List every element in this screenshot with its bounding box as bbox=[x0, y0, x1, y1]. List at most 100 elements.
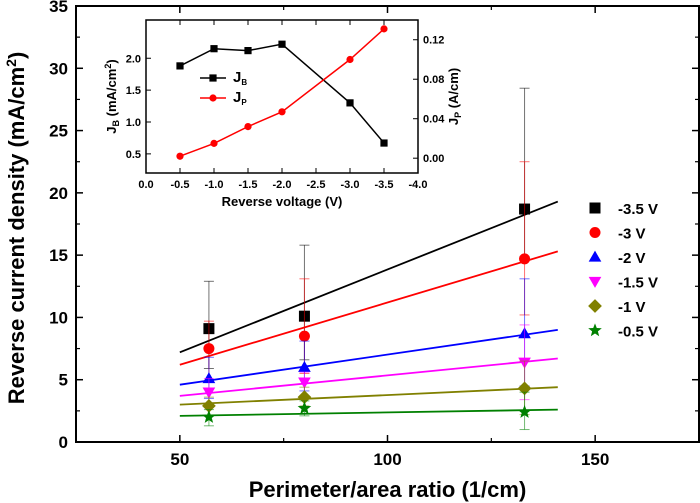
inset-legend-label: JB bbox=[233, 69, 247, 87]
y-axis-title: Reverse current density (mA/cm2) bbox=[3, 52, 29, 405]
fit-line bbox=[179, 328, 558, 386]
y-tick-label: 35 bbox=[49, 0, 68, 16]
inset-data-point bbox=[346, 55, 354, 64]
y-tick-label: 30 bbox=[49, 59, 68, 78]
inset-right-axis-title-part: (A/cm) bbox=[446, 68, 461, 112]
inset-legend-marker bbox=[209, 74, 217, 82]
inset-legend-label: JP bbox=[233, 89, 247, 107]
fit-line bbox=[179, 408, 558, 417]
inset-data-point bbox=[278, 108, 286, 116]
data-point bbox=[298, 360, 311, 372]
legend-label: -1.5 V bbox=[618, 275, 658, 292]
inset-x-tick-label: -2.5 bbox=[307, 179, 326, 191]
data-point bbox=[298, 377, 311, 389]
inset-legend-label-subscript: P bbox=[241, 98, 247, 107]
inset-left-axis-title-part: ) bbox=[104, 59, 119, 63]
y-tick-label: 10 bbox=[49, 308, 68, 327]
inset-left-axis-title-part: B bbox=[111, 119, 121, 126]
legend-marker bbox=[588, 323, 602, 337]
inset-left-tick-label: 2.0 bbox=[126, 53, 141, 65]
data-point bbox=[517, 404, 532, 418]
y-tick-label: 20 bbox=[49, 184, 68, 203]
inset-legend-label-subscript: B bbox=[241, 78, 247, 87]
legend-label: -2 V bbox=[618, 250, 646, 267]
x-tick-label: 100 bbox=[373, 450, 401, 469]
inset-left-tick-label: 0.5 bbox=[126, 149, 141, 161]
legend-label: -3.5 V bbox=[618, 201, 658, 218]
inset-series-line bbox=[179, 43, 385, 144]
inset-x-tick-label: -1.5 bbox=[239, 179, 258, 191]
fit-line bbox=[179, 386, 558, 406]
data-point bbox=[202, 387, 216, 399]
inset-legend-label-text: J bbox=[233, 89, 241, 106]
inset-data-point bbox=[380, 25, 388, 33]
inset-data-point bbox=[346, 99, 354, 107]
inset-right-tick-label: 0.12 bbox=[423, 35, 444, 47]
inset-legend-marker bbox=[209, 94, 217, 102]
inset-left-axis-title-part: 2 bbox=[103, 64, 113, 69]
fit-line bbox=[179, 250, 559, 366]
inset-data-point bbox=[210, 139, 218, 147]
legend-marker bbox=[588, 299, 602, 313]
data-point bbox=[203, 343, 215, 355]
inset-data-point bbox=[176, 152, 184, 160]
inset-data-point bbox=[278, 40, 286, 48]
inset-x-tick-label: -4.0 bbox=[409, 179, 428, 191]
inset-left-axis-title: JB (mA/cm2) bbox=[103, 59, 121, 133]
inset-x-tick-label: -0.5 bbox=[171, 179, 190, 191]
y-tick-label: 0 bbox=[59, 433, 68, 452]
inset-right-tick-label: 0.08 bbox=[423, 74, 444, 86]
inset-x-tick-label: 0.0 bbox=[138, 179, 153, 191]
data-point bbox=[298, 330, 310, 342]
legend-marker bbox=[588, 250, 602, 262]
legend-marker bbox=[589, 202, 601, 214]
legend-label: -3 V bbox=[618, 226, 646, 243]
inset-legend-label-text: J bbox=[233, 69, 241, 86]
inset-series-0: JB bbox=[176, 40, 388, 147]
x-axis-title: Perimeter/area ratio (1/cm) bbox=[249, 477, 527, 502]
inset-left-tick-label: 1.0 bbox=[126, 117, 141, 129]
data-point bbox=[202, 372, 216, 384]
inset-series-1: JP bbox=[176, 25, 388, 160]
main-plot: 0 5 10 15 20 25 30 35 50 100 150 Perimeter/area rat… bbox=[3, 0, 700, 502]
inset-x-tick-label: -1.0 bbox=[205, 179, 224, 191]
inset-left-axis-title-part: (mA/cm bbox=[104, 69, 119, 120]
inset-left-axis-title-part: J bbox=[104, 126, 119, 133]
main-series-5: -0.5 V bbox=[179, 323, 658, 431]
inset-right-tick-label: 0.00 bbox=[423, 153, 444, 165]
y-axis-title-superscript: 2 bbox=[3, 59, 19, 67]
data-point bbox=[297, 401, 312, 415]
y-axis-title-close: ) bbox=[4, 52, 29, 59]
inset-x-tick-label: -2.0 bbox=[273, 179, 292, 191]
x-tick-label: 50 bbox=[170, 450, 189, 469]
legend-label: -0.5 V bbox=[618, 324, 658, 341]
inset-x-tick-label: -3.0 bbox=[341, 179, 360, 191]
y-tick-label: 5 bbox=[59, 371, 68, 390]
inset-right-axis-title-part: J bbox=[446, 118, 461, 125]
inset-x-tick-label: -3.5 bbox=[375, 179, 394, 191]
inset-series-line bbox=[179, 28, 385, 157]
fit-line bbox=[179, 357, 558, 397]
main-series-4: -1 V bbox=[179, 299, 646, 417]
inset-left-tick-label: 1.5 bbox=[126, 85, 141, 97]
x-tick-label: 150 bbox=[581, 450, 609, 469]
inset-right-tick-label: 0.04 bbox=[423, 114, 445, 126]
inset-data-point bbox=[210, 45, 218, 53]
inset-data-point bbox=[176, 62, 184, 70]
inset-plot: 0.0 -0.5 -1.0 -1.5 -2.0 -2.5 -3.0 -3.5 -4.0 0.5 1.… bbox=[103, 14, 463, 212]
data-point bbox=[519, 253, 531, 265]
y-tick-label: 25 bbox=[49, 122, 68, 141]
fit-line bbox=[179, 200, 559, 354]
inset-right-axis-title: JP (A/cm) bbox=[446, 68, 463, 125]
data-point bbox=[202, 409, 216, 423]
inset-data-point bbox=[244, 123, 252, 131]
main-series-3: -1.5 V bbox=[179, 275, 658, 407]
y-tick-label: 15 bbox=[49, 246, 68, 265]
legend-label: -1 V bbox=[618, 299, 646, 316]
inset-data-point bbox=[380, 139, 388, 147]
inset-data-point bbox=[244, 47, 252, 55]
y-axis-title-text: Reverse current density (mA/cm bbox=[4, 67, 29, 404]
legend-marker bbox=[588, 276, 602, 288]
legend-marker bbox=[589, 227, 601, 238]
